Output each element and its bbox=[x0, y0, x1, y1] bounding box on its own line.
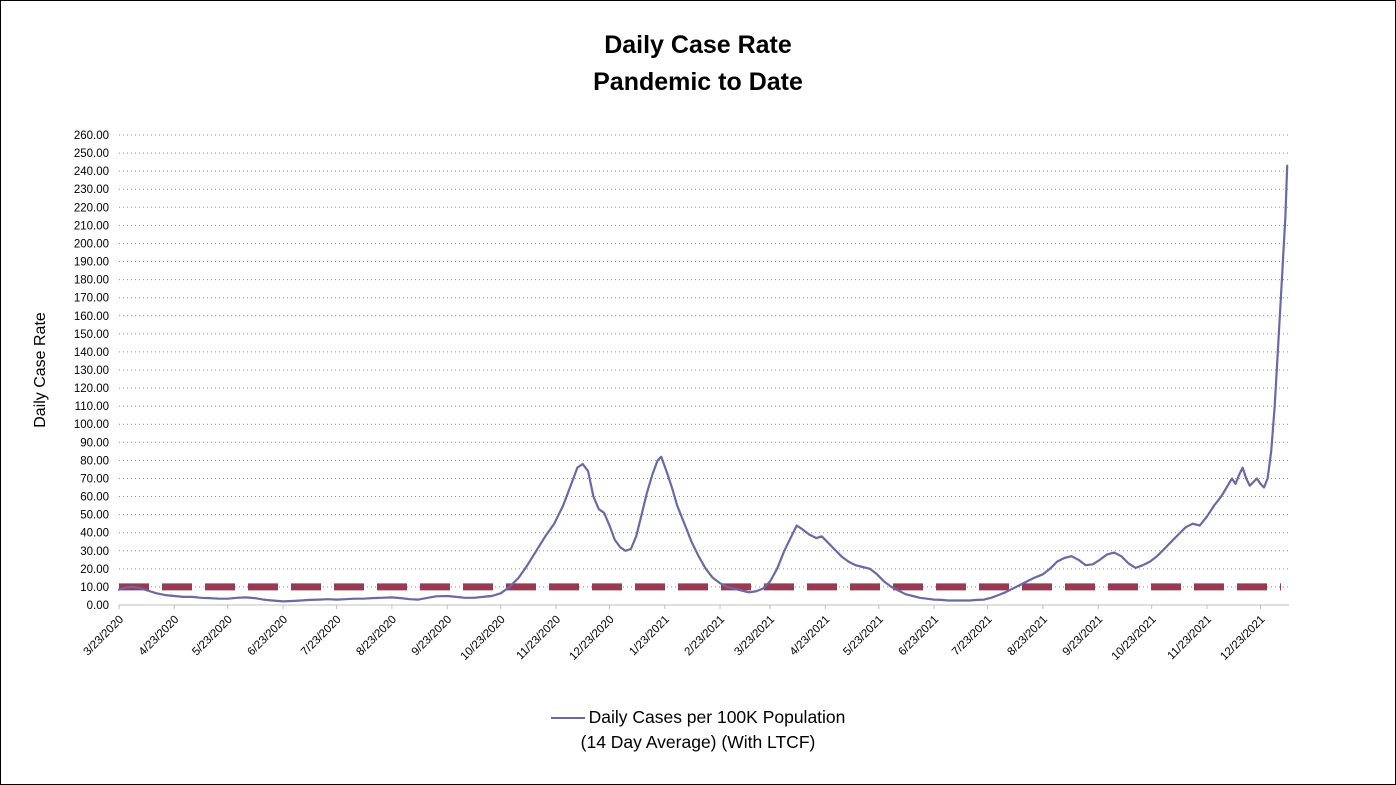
y-tick-label: 90.00 bbox=[80, 437, 109, 449]
y-tick-label: 230.00 bbox=[74, 184, 109, 196]
y-tick-label: 20.00 bbox=[80, 564, 109, 576]
legend-label-line2: (14 Day Average) (With LTCF) bbox=[580, 732, 816, 752]
x-tick-label: 10/23/2020 bbox=[459, 614, 508, 663]
x-tick-label: 4/23/2021 bbox=[788, 614, 833, 659]
x-tick-label: 1/23/2021 bbox=[627, 614, 672, 659]
x-tick-label: 8/23/2020 bbox=[354, 614, 399, 659]
legend-row: Daily Cases per 100K Population bbox=[550, 705, 846, 730]
y-tick-label: 170.00 bbox=[74, 293, 109, 305]
y-tick-label: 30.00 bbox=[80, 546, 109, 558]
x-tick-label: 3/23/2020 bbox=[81, 614, 126, 659]
y-tick-label: 190.00 bbox=[74, 257, 109, 269]
chart-title-block: Daily Case Rate Pandemic to Date bbox=[1, 27, 1395, 101]
y-tick-label: 110.00 bbox=[75, 401, 109, 413]
legend-label-line1: Daily Cases per 100K Population bbox=[588, 707, 846, 727]
y-tick-label: 70.00 bbox=[80, 473, 109, 485]
y-tick-label: 80.00 bbox=[80, 455, 109, 467]
y-tick-label: 120.00 bbox=[74, 383, 109, 395]
legend-row2: (14 Day Average) (With LTCF) bbox=[581, 730, 816, 755]
legend-line-marker bbox=[550, 716, 585, 719]
y-tick-label: 180.00 bbox=[74, 275, 109, 287]
series-line bbox=[117, 164, 1289, 603]
x-tick-label: 5/23/2020 bbox=[190, 614, 235, 659]
x-tick-label: 12/23/2020 bbox=[567, 614, 616, 663]
chart-subtitle: Pandemic to Date bbox=[593, 68, 803, 96]
y-tick-label: 160.00 bbox=[74, 311, 109, 323]
x-tick-label: 3/23/2021 bbox=[732, 614, 777, 659]
y-tick-label: 50.00 bbox=[80, 510, 109, 522]
x-tick-label: 2/23/2021 bbox=[683, 614, 728, 659]
x-tick-label: 10/23/2021 bbox=[1110, 614, 1159, 663]
x-tick-label: 5/23/2021 bbox=[841, 614, 886, 659]
y-tick-label: 200.00 bbox=[74, 238, 109, 250]
y-tick-label: 260.00 bbox=[74, 130, 109, 142]
y-tick-label: 0.00 bbox=[87, 600, 109, 612]
y-tick-label: 60.00 bbox=[80, 492, 109, 504]
x-tick-label: 8/23/2021 bbox=[1005, 614, 1050, 659]
legend: Daily Cases per 100K Population (14 Day … bbox=[1, 705, 1395, 755]
y-tick-label: 10.00 bbox=[80, 582, 109, 594]
y-tick-label: 240.00 bbox=[74, 166, 109, 178]
y-tick-label: 250.00 bbox=[74, 148, 109, 160]
y-tick-label: 40.00 bbox=[80, 528, 109, 540]
y-tick-label: 100.00 bbox=[74, 419, 109, 431]
y-tick-label: 150.00 bbox=[74, 329, 109, 341]
y-tick-label: 130.00 bbox=[74, 365, 109, 377]
x-tick-label: 9/23/2020 bbox=[410, 614, 455, 659]
x-tick-label: 6/23/2021 bbox=[897, 614, 942, 659]
x-tick-label: 9/23/2021 bbox=[1061, 614, 1106, 659]
x-tick-label: 6/23/2020 bbox=[246, 614, 291, 659]
y-tick-label: 220.00 bbox=[74, 202, 109, 214]
x-tick-label: 12/23/2021 bbox=[1218, 614, 1267, 663]
x-tick-label: 7/23/2020 bbox=[299, 614, 344, 659]
x-tick-label: 7/23/2021 bbox=[950, 614, 995, 659]
chart-title: Daily Case Rate bbox=[604, 31, 792, 59]
y-tick-label: 210.00 bbox=[74, 220, 109, 232]
x-tick-label: 11/23/2020 bbox=[515, 614, 564, 663]
x-tick-label: 4/23/2020 bbox=[137, 614, 182, 659]
y-tick-label: 140.00 bbox=[74, 347, 109, 359]
x-tick-label: 11/23/2021 bbox=[1165, 614, 1214, 663]
